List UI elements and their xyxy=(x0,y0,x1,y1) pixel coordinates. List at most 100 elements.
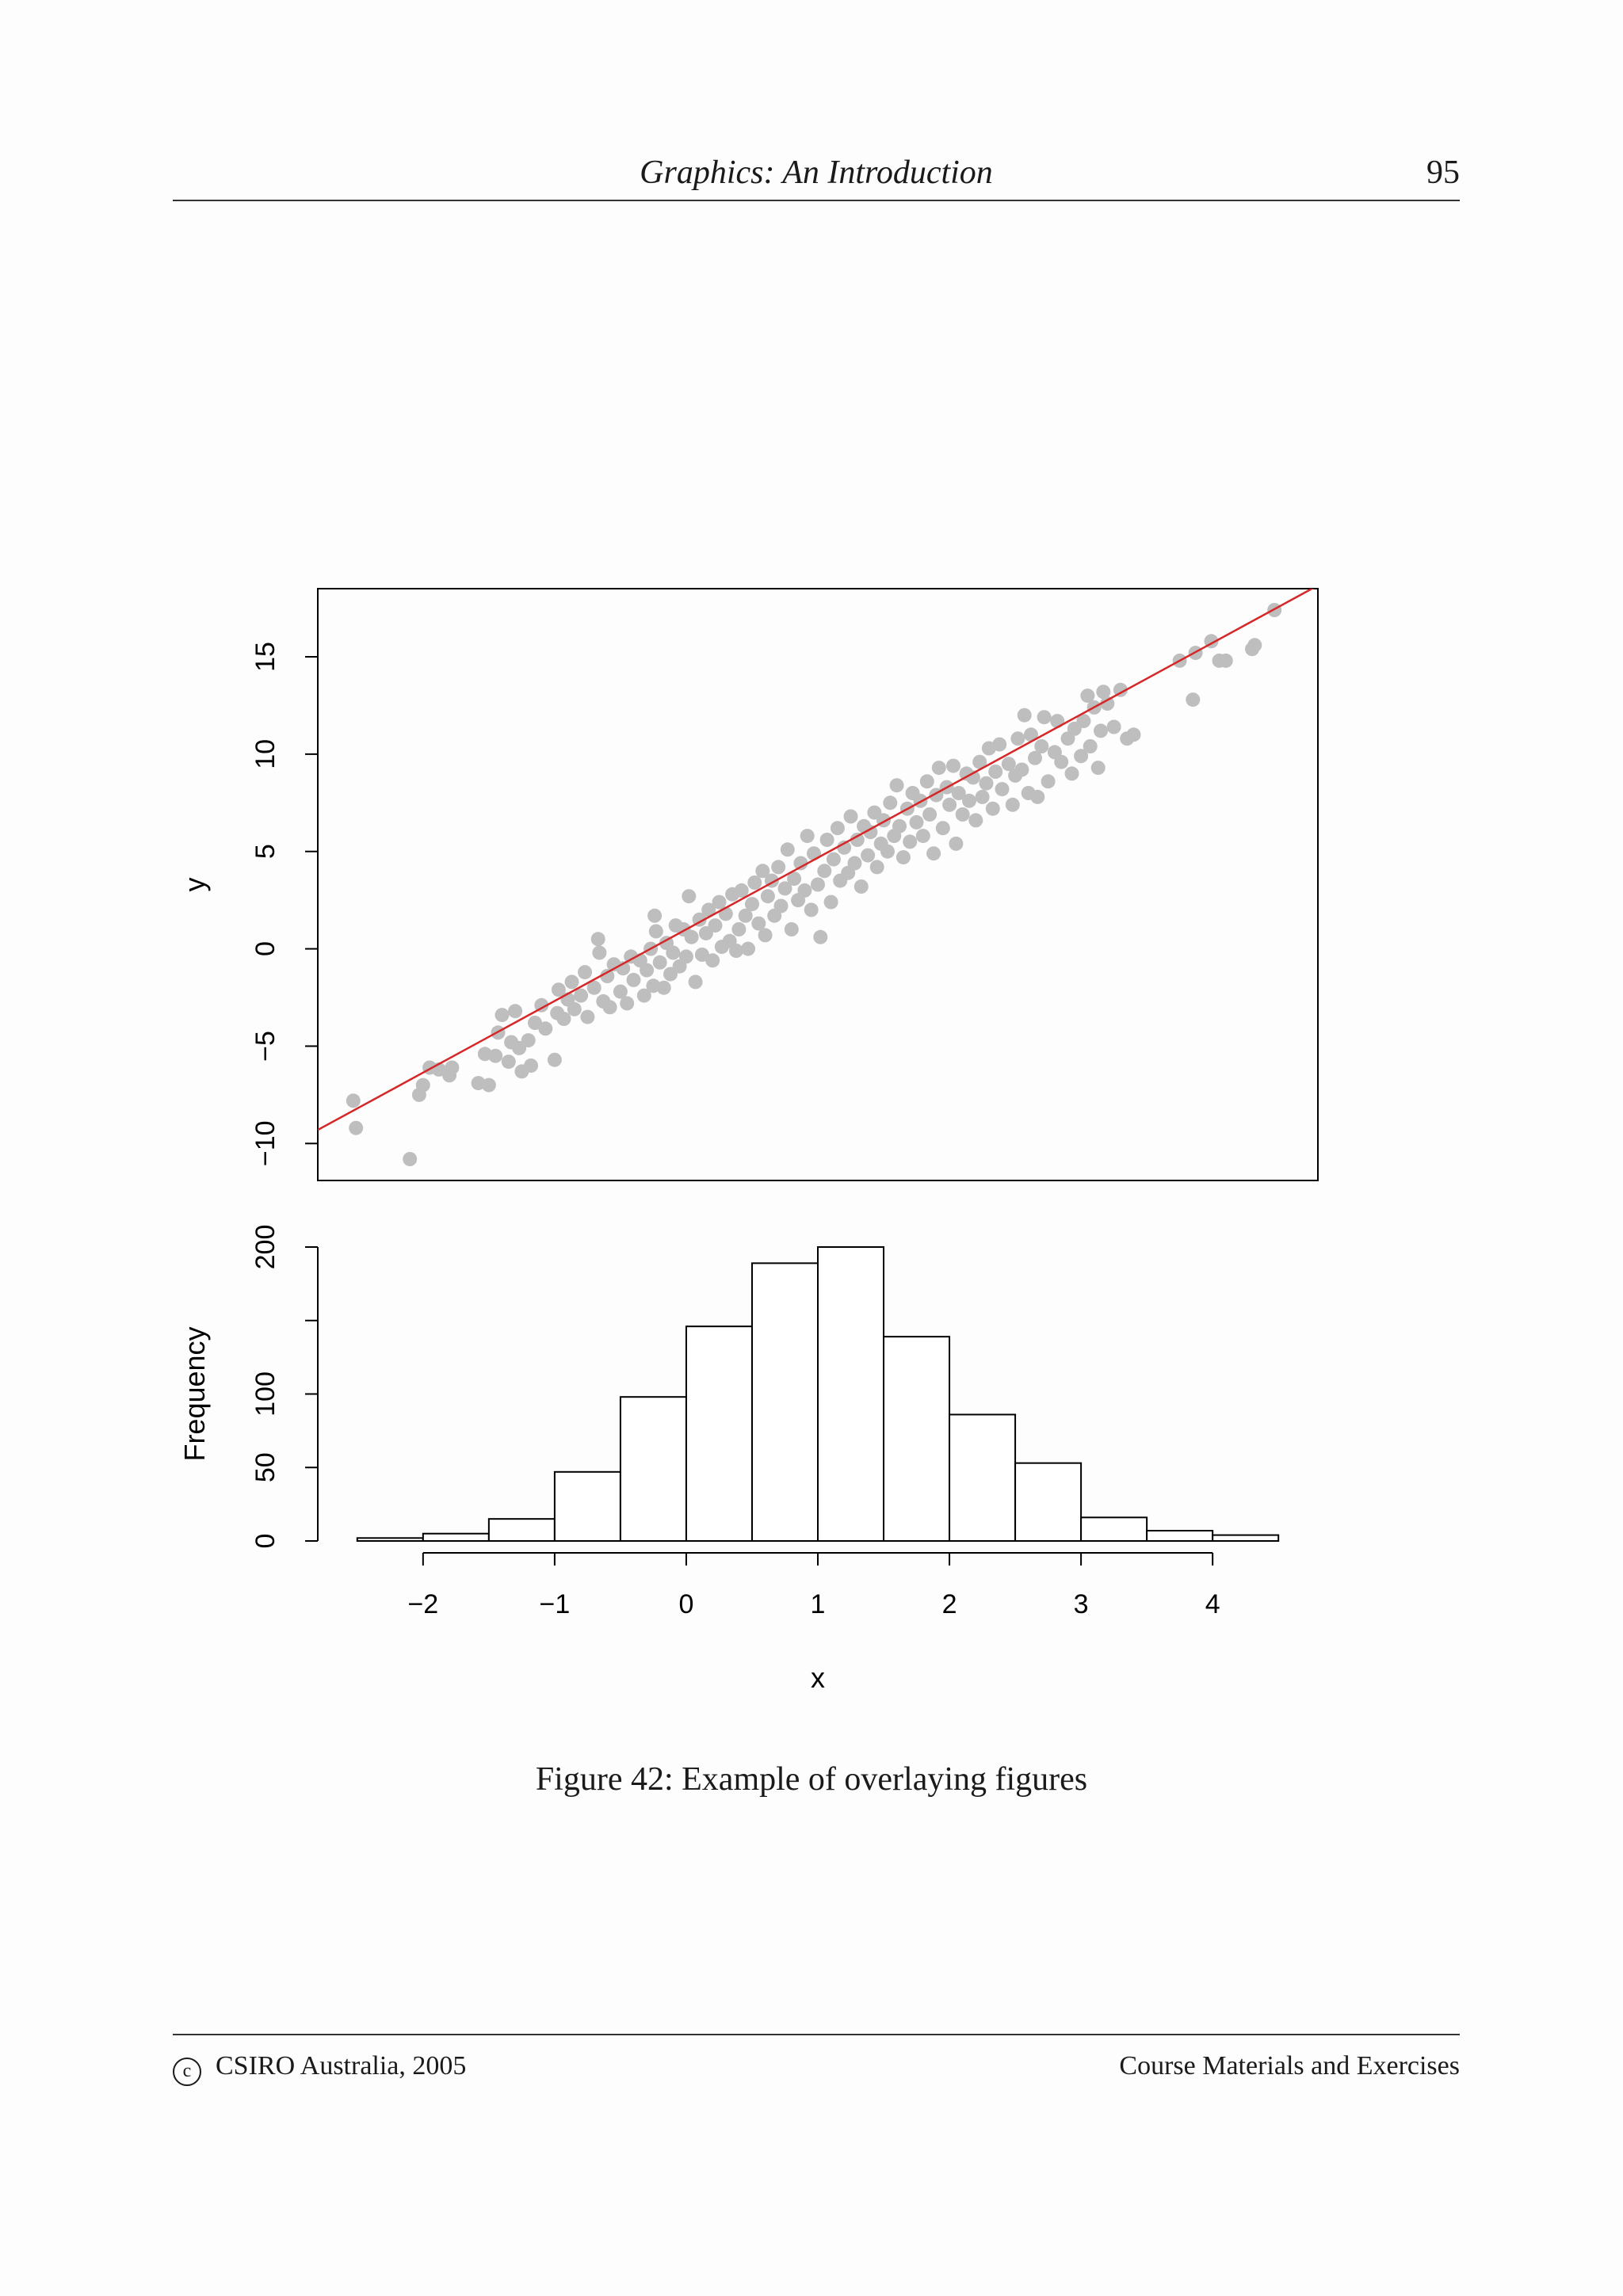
scatter-point xyxy=(1106,719,1121,734)
scatter-point xyxy=(1030,789,1045,804)
scatter-point xyxy=(780,842,795,857)
scatter-point xyxy=(972,754,987,769)
footer-right-text: Course Materials and Exercises xyxy=(1119,2051,1460,2081)
histogram-y-tick-label: 100 xyxy=(250,1371,281,1417)
scatter-point xyxy=(883,795,898,810)
scatter-point xyxy=(346,1093,361,1108)
histogram-bar xyxy=(1146,1530,1214,1543)
scatter-point xyxy=(955,807,970,822)
scatter-y-tick-label: −10 xyxy=(250,1120,281,1166)
histogram-x-axis: −2 −1 0 1 2 3 4 xyxy=(407,1552,1220,1619)
histogram-x-axis-label: x xyxy=(811,1661,825,1694)
scatter-point xyxy=(564,974,579,990)
scatter-point xyxy=(626,972,641,987)
scatter-point xyxy=(734,883,749,898)
scatter-point xyxy=(481,1077,496,1093)
scatter-point xyxy=(1113,682,1128,697)
histogram-x-tick-label: −2 xyxy=(407,1589,438,1619)
scatter-point xyxy=(760,889,775,904)
scatter-point xyxy=(1010,731,1025,746)
scatter-point xyxy=(1076,714,1091,729)
scatter-point xyxy=(909,814,924,830)
scatter-point xyxy=(926,846,941,861)
scatter-point xyxy=(524,1058,538,1073)
scatter-point xyxy=(701,902,716,917)
scatter-point xyxy=(915,829,930,844)
scatter-point xyxy=(1096,685,1111,700)
scatter-point xyxy=(992,737,1007,752)
scatter-point xyxy=(962,793,976,808)
scatter-point xyxy=(646,978,661,994)
scatter-point xyxy=(656,980,671,995)
scatter-point xyxy=(534,997,549,1013)
scatter-point xyxy=(903,834,918,849)
scatter-point xyxy=(731,922,747,936)
scatter-point xyxy=(678,949,693,964)
scatter-point xyxy=(1186,692,1201,707)
scatter-y-axis-label: y xyxy=(178,878,211,892)
scatter-point xyxy=(817,864,832,879)
scatter-point xyxy=(861,848,876,863)
scatter-point xyxy=(471,1076,486,1091)
scatter-point xyxy=(1028,750,1042,765)
scatter-point xyxy=(620,996,635,1011)
histogram-bar xyxy=(356,1537,424,1543)
scatter-point xyxy=(729,944,743,958)
scatter-point xyxy=(600,969,615,983)
scatter-point xyxy=(1034,739,1049,753)
scatter-point xyxy=(777,881,792,896)
scatter-point xyxy=(1037,710,1052,725)
scatter-point xyxy=(495,1008,510,1023)
scatter-point xyxy=(648,924,663,939)
scatter-point xyxy=(880,844,895,859)
histogram-y-axis-label: Frequency xyxy=(178,1326,211,1461)
scatter-point xyxy=(773,898,789,913)
scatter-point xyxy=(1074,749,1089,764)
scatter-point xyxy=(666,945,681,960)
histogram-x-tick-label: 4 xyxy=(1205,1589,1220,1619)
scatter-point xyxy=(556,1012,571,1026)
running-title: Graphics: An Introduction xyxy=(640,154,993,191)
scatter-point xyxy=(567,1001,582,1016)
scatter-point xyxy=(975,789,990,804)
histogram-y-tick-label: 200 xyxy=(250,1225,281,1270)
scatter-point xyxy=(501,1055,516,1070)
scatter-point xyxy=(636,988,651,1003)
scatter-point xyxy=(1014,762,1029,777)
scatter-point xyxy=(477,1047,492,1062)
scatter-point xyxy=(995,782,1010,797)
histogram-bar xyxy=(685,1325,753,1543)
scatter-point xyxy=(708,918,723,933)
histogram-x-tick-label: 2 xyxy=(942,1589,957,1619)
scatter-point xyxy=(508,1004,523,1019)
scatter-point xyxy=(445,1060,460,1075)
copyright-text: CSIRO Australia, 2005 xyxy=(216,2051,467,2081)
scatter-point xyxy=(755,864,770,879)
scatter-point xyxy=(613,984,628,999)
scatter-point xyxy=(935,821,950,836)
scatter-point xyxy=(942,797,957,812)
scatter-point xyxy=(771,860,786,875)
histogram-bar xyxy=(1014,1462,1083,1543)
scatter-point xyxy=(1094,723,1108,738)
page-number: 95 xyxy=(1426,154,1460,191)
scatter-point xyxy=(521,1033,536,1048)
scatter-point xyxy=(800,829,815,844)
scatter-point xyxy=(951,786,966,800)
scatter-point xyxy=(415,1077,430,1093)
scatter-point xyxy=(1024,727,1038,742)
scatter-y-tick-label: 15 xyxy=(250,642,281,672)
scatter-point xyxy=(797,883,812,898)
scatter-point xyxy=(349,1120,364,1135)
histogram-bar xyxy=(422,1532,490,1542)
histogram-y-axis: 0 50 100 200 xyxy=(250,1225,319,1549)
histogram-x-tick-label: 1 xyxy=(811,1589,826,1619)
scatter-point xyxy=(682,889,697,904)
scatter-point xyxy=(1080,688,1095,704)
scatter-point xyxy=(592,945,607,960)
scatter-point xyxy=(823,894,838,910)
histogram-y-tick-label: 0 xyxy=(250,1534,281,1549)
copyright-icon: c xyxy=(173,2058,201,2086)
scatter-point xyxy=(1041,774,1056,789)
scatter-point xyxy=(889,778,904,793)
